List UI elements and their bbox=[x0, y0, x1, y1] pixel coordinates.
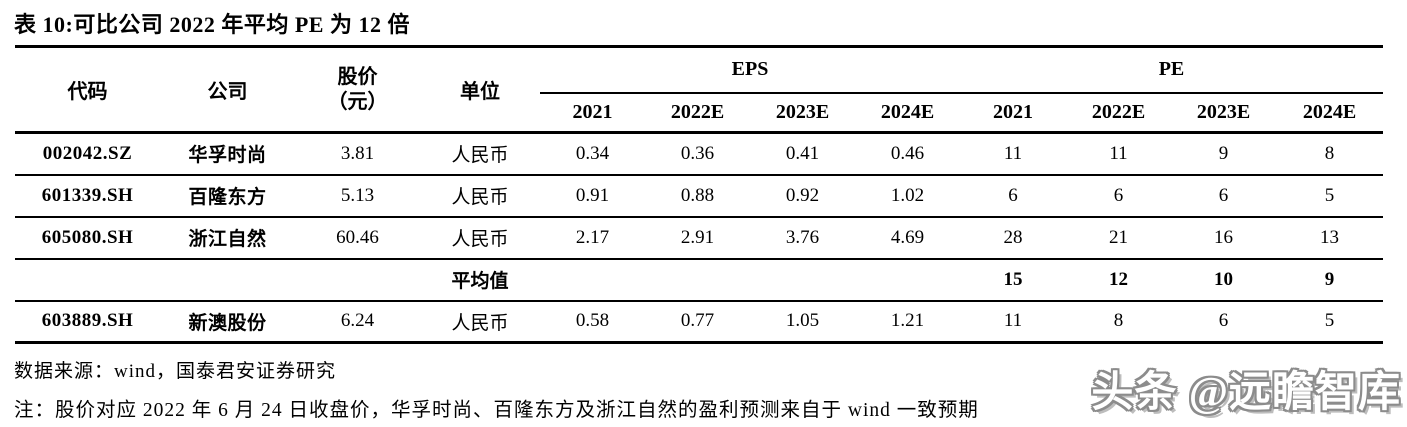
header-price: 股价 （元） bbox=[295, 46, 420, 134]
header-eps-2024e: 2024E bbox=[855, 92, 960, 134]
cell-pe-2024e: 13 bbox=[1276, 216, 1383, 260]
table-row-xinao: 603889.SH 新澳股份 6.24 人民币 0.58 0.77 1.05 1… bbox=[15, 301, 1383, 343]
cell-eps-2022e bbox=[645, 258, 750, 302]
cell-pe-2021: 15 bbox=[960, 258, 1066, 302]
header-group-row: 代码 公司 股价 （元） 单位 EPS PE bbox=[15, 46, 1383, 134]
table-row-zhejiang: 605080.SH 浙江自然 60.46 人民币 2.17 2.91 3.76 … bbox=[15, 216, 1383, 260]
cell-eps-2021: 2.17 bbox=[540, 216, 645, 260]
cell-pe-2023e: 6 bbox=[1218, 310, 1229, 332]
cell-pe-2024e: 5 bbox=[1276, 174, 1383, 218]
header-eps-2021: 2021 bbox=[540, 92, 645, 134]
cell-pe-2024e: 9 bbox=[1276, 258, 1383, 302]
table-row-average: 平均值 15 12 10 9 bbox=[15, 258, 1383, 302]
cell-price: 6.24 bbox=[340, 310, 375, 332]
cell-eps-2024e: 0.46 bbox=[855, 132, 960, 176]
header-eps-2022e: 2022E bbox=[645, 92, 750, 134]
cell-eps-2023e: 0.41 bbox=[750, 132, 855, 176]
cell-pe-2023e: 9 bbox=[1171, 132, 1276, 176]
cell-price bbox=[295, 258, 420, 302]
cell-eps-2022e: 2.91 bbox=[645, 216, 750, 260]
header-price-line1: 股价 bbox=[337, 65, 378, 88]
header-pe-2022e: 2022E bbox=[1066, 92, 1171, 134]
cell-unit: 人民币 bbox=[451, 312, 509, 334]
header-company: 公司 bbox=[160, 46, 295, 134]
cell-pe-2021: 11 bbox=[1003, 310, 1023, 332]
cell-pe-2022e: 12 bbox=[1066, 258, 1171, 302]
header-year-row: 2021 2022E 2023E 2024E 2021 2022E 2023E … bbox=[15, 92, 1383, 134]
cell-pe-2023e: 6 bbox=[1171, 174, 1276, 218]
cell-eps-2024e: 4.69 bbox=[855, 216, 960, 260]
cell-eps-2022e: 0.36 bbox=[645, 132, 750, 176]
header-pe-2024e: 2024E bbox=[1276, 92, 1383, 134]
header-pe-group: PE bbox=[960, 46, 1383, 94]
cell-code: 601339.SH bbox=[15, 174, 160, 218]
header-eps-2023e: 2023E bbox=[750, 92, 855, 134]
cell-eps-2023e: 1.05 bbox=[785, 310, 820, 332]
cell-pe-2021: 6 bbox=[960, 174, 1066, 218]
cell-eps-2024e bbox=[855, 258, 960, 302]
cell-company: 百隆东方 bbox=[160, 174, 295, 218]
cell-eps-2021: 0.58 bbox=[575, 310, 610, 332]
cell-code: 603889.SH bbox=[41, 310, 134, 332]
cell-code: 002042.SZ bbox=[15, 132, 160, 176]
comparable-companies-table: 代码 公司 股价 （元） 单位 EPS PE 2021 2022E 2023E … bbox=[15, 45, 1383, 344]
cell-company: 华孚时尚 bbox=[160, 132, 295, 176]
cell-pe-2022e: 11 bbox=[1066, 132, 1171, 176]
cell-price: 5.13 bbox=[295, 174, 420, 218]
cell-code bbox=[15, 258, 160, 302]
data-source-text: 数据来源：wind，国泰君安证券研究 bbox=[14, 361, 337, 382]
cell-unit: 人民币 bbox=[420, 132, 540, 176]
cell-pe-2022e: 8 bbox=[1113, 310, 1124, 332]
header-pe-2023e: 2023E bbox=[1171, 92, 1276, 134]
cell-pe-2021: 28 bbox=[960, 216, 1066, 260]
header-eps-group: EPS bbox=[540, 46, 960, 94]
cell-eps-2022e: 0.77 bbox=[680, 310, 715, 332]
cell-eps-2021: 0.34 bbox=[540, 132, 645, 176]
cell-eps-2023e: 3.76 bbox=[750, 216, 855, 260]
cell-unit: 人民币 bbox=[420, 174, 540, 218]
cell-pe-2021: 11 bbox=[960, 132, 1066, 176]
cell-eps-2022e: 0.88 bbox=[645, 174, 750, 218]
cell-code: 605080.SH bbox=[15, 216, 160, 260]
cell-pe-2024e: 8 bbox=[1276, 132, 1383, 176]
table-row-bailong: 601339.SH 百隆东方 5.13 人民币 0.91 0.88 0.92 1… bbox=[15, 174, 1383, 218]
cell-company bbox=[160, 258, 295, 302]
cell-pe-2023e: 10 bbox=[1171, 258, 1276, 302]
header-pe-2021: 2021 bbox=[960, 92, 1066, 134]
cell-eps-2021: 0.91 bbox=[540, 174, 645, 218]
cell-pe-2022e: 6 bbox=[1066, 174, 1171, 218]
cell-eps-2023e bbox=[750, 258, 855, 302]
header-code: 代码 bbox=[15, 46, 160, 134]
cell-eps-2024e: 1.21 bbox=[890, 310, 925, 332]
cell-price: 60.46 bbox=[295, 216, 420, 260]
watermark-toutiao-yuanzhan: 头条 @远瞻智库 bbox=[1091, 370, 1401, 416]
cell-eps-2023e: 0.92 bbox=[750, 174, 855, 218]
header-unit: 单位 bbox=[420, 46, 540, 134]
cell-price: 3.81 bbox=[295, 132, 420, 176]
footnote-text: 注：股价对应 2022 年 6 月 24 日收盘价，华孚时尚、百隆东方及浙江自然… bbox=[14, 400, 979, 421]
cell-pe-2023e: 16 bbox=[1171, 216, 1276, 260]
cell-unit: 人民币 bbox=[420, 216, 540, 260]
table-row-huafu: 002042.SZ 华孚时尚 3.81 人民币 0.34 0.36 0.41 0… bbox=[15, 132, 1383, 176]
cell-pe-2024e: 5 bbox=[1324, 310, 1335, 332]
cell-eps-2024e: 1.02 bbox=[855, 174, 960, 218]
header-price-line2: （元） bbox=[327, 90, 388, 113]
cell-company: 新澳股份 bbox=[188, 312, 267, 334]
cell-company: 浙江自然 bbox=[160, 216, 295, 260]
average-label: 平均值 bbox=[420, 258, 540, 302]
cell-eps-2021 bbox=[540, 258, 645, 302]
cell-pe-2022e: 21 bbox=[1066, 216, 1171, 260]
table-title: 表 10:可比公司 2022 年平均 PE 为 12 倍 bbox=[14, 12, 410, 37]
